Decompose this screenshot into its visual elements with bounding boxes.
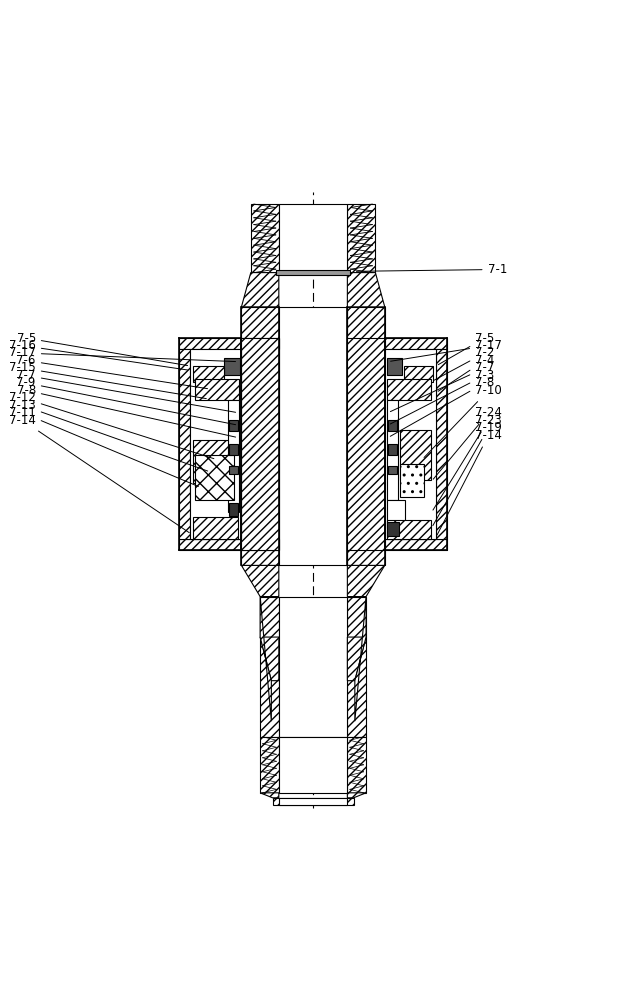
Text: 7-6: 7-6	[16, 354, 208, 389]
Text: 7-8: 7-8	[390, 376, 495, 436]
Bar	[190, 349, 242, 539]
Bar	[347, 597, 366, 737]
Bar	[251, 204, 279, 273]
Text: 7-3: 7-3	[391, 369, 495, 424]
Bar	[279, 798, 347, 805]
Bar	[387, 379, 431, 400]
Text: 7-7: 7-7	[391, 361, 495, 412]
Text: 7-24: 7-24	[433, 406, 502, 479]
Bar	[242, 338, 279, 550]
Bar	[229, 503, 238, 516]
Bar	[242, 307, 279, 565]
Bar	[400, 464, 424, 497]
Bar	[272, 798, 354, 805]
Bar	[193, 366, 224, 382]
Bar	[179, 539, 279, 550]
Bar	[347, 307, 385, 565]
Text: 7-23: 7-23	[433, 414, 502, 510]
Text: 7-19: 7-19	[433, 421, 502, 526]
Polygon shape	[242, 565, 279, 597]
Bar	[279, 597, 347, 737]
Bar	[279, 204, 347, 273]
Bar	[387, 500, 404, 528]
Bar	[279, 737, 347, 793]
Bar	[228, 400, 239, 512]
Bar	[260, 737, 279, 793]
Bar	[387, 522, 399, 536]
Text: 7-14: 7-14	[437, 429, 502, 535]
Text: 7-1: 7-1	[356, 263, 507, 276]
Bar	[388, 420, 397, 431]
Bar	[179, 338, 279, 349]
Bar	[385, 338, 447, 349]
Bar	[388, 466, 397, 474]
Text: 7-13: 7-13	[9, 399, 208, 471]
Bar	[279, 307, 347, 565]
Text: 7-11: 7-11	[9, 406, 198, 486]
Polygon shape	[260, 793, 279, 798]
Text: 7-12: 7-12	[9, 391, 214, 459]
Text: 7-5: 7-5	[438, 332, 495, 365]
Bar	[399, 430, 431, 480]
Text: 7-15: 7-15	[9, 361, 207, 399]
Polygon shape	[260, 637, 279, 681]
Bar	[193, 440, 228, 483]
Bar	[347, 737, 366, 793]
Bar	[387, 400, 399, 500]
Text: 7-8: 7-8	[17, 384, 235, 437]
Bar	[229, 420, 238, 431]
Bar	[436, 349, 447, 539]
Polygon shape	[347, 637, 366, 681]
Polygon shape	[347, 273, 385, 307]
Bar	[387, 520, 431, 539]
Text: 7-5: 7-5	[17, 332, 188, 366]
Bar	[229, 444, 238, 455]
Bar	[179, 349, 190, 539]
Polygon shape	[355, 597, 366, 721]
Bar	[229, 466, 238, 474]
Text: 7-17: 7-17	[391, 339, 502, 361]
Text: 7-4: 7-4	[438, 354, 495, 391]
Polygon shape	[347, 793, 366, 798]
Bar	[347, 204, 376, 273]
Bar	[404, 366, 433, 382]
Text: 7-14: 7-14	[9, 414, 189, 533]
Bar	[385, 539, 447, 550]
Bar	[385, 349, 436, 539]
Bar	[195, 379, 239, 400]
Text: 7-17: 7-17	[9, 346, 235, 362]
Bar	[275, 270, 351, 275]
Text: 7-2: 7-2	[434, 346, 495, 380]
Polygon shape	[347, 565, 385, 597]
Text: 7-7: 7-7	[16, 369, 235, 412]
Polygon shape	[260, 597, 271, 721]
Bar	[387, 358, 402, 375]
Bar	[388, 444, 397, 455]
Text: 7-9: 7-9	[16, 376, 235, 425]
Text: 7-16: 7-16	[9, 339, 188, 370]
Text: 7-10: 7-10	[424, 384, 502, 458]
Bar	[260, 597, 279, 737]
Bar	[347, 338, 385, 550]
Bar	[224, 358, 240, 375]
Bar	[193, 517, 239, 539]
Polygon shape	[242, 273, 279, 307]
Bar	[195, 455, 234, 500]
